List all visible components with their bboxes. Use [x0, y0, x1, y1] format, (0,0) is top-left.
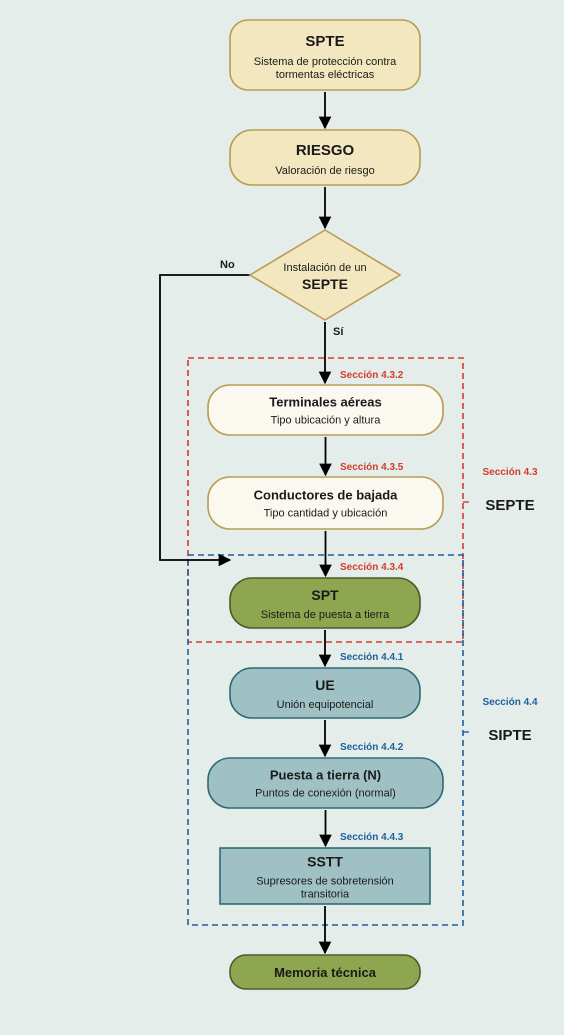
ue-sub-0: Unión equipotencial: [277, 699, 374, 711]
label-sec441: Sección 4.4.1: [340, 652, 404, 663]
label-sec435: Sección 4.3.5: [340, 462, 404, 473]
spte-sub-1: tormentas eléctricas: [276, 69, 375, 81]
label-dec_no: No: [220, 259, 235, 271]
label-sec434: Sección 4.3.4: [340, 562, 404, 573]
group-label-sipte_box: SIPTE: [488, 727, 531, 744]
decision-diamond: [250, 230, 400, 320]
spt-title: SPT: [311, 587, 339, 603]
riesgo-sub-0: Valoración de riesgo: [275, 165, 374, 177]
sstt-sub-0: Supresores de sobretensión: [256, 876, 394, 888]
decision-line1: Instalación de un: [283, 262, 366, 274]
group-section-septe_box: Sección 4.3: [482, 467, 537, 478]
puesta-sub-0: Puntos de conexión (normal): [255, 788, 396, 800]
memoria-title: Memoria técnica: [274, 965, 377, 980]
label-sec443: Sección 4.4.3: [340, 832, 404, 843]
spt-sub-0: Sistema de puesta a tierra: [261, 609, 390, 621]
node-conduct: [208, 477, 443, 529]
sstt-sub-1: transitoria: [301, 889, 350, 901]
label-sec432: Sección 4.3.2: [340, 370, 404, 381]
group-section-sipte_box: Sección 4.4: [482, 697, 537, 708]
node-terminales: [208, 385, 443, 435]
terminales-sub-0: Tipo ubicación y altura: [271, 415, 382, 427]
group-label-septe_box: SEPTE: [485, 497, 534, 514]
flowchart-canvas: Sección 4.3 SEPTE Sección 4.4 SIPTE SPTE Sist…: [0, 0, 564, 1035]
spte-sub-0: Sistema de protección contra: [254, 56, 397, 68]
node-puesta: [208, 758, 443, 808]
spte-title: SPTE: [305, 33, 344, 50]
conduct-sub-0: Tipo cantidad y ubicación: [264, 508, 388, 520]
label-sec442: Sección 4.4.2: [340, 742, 404, 753]
decision-line2: SEPTE: [302, 276, 348, 292]
ue-title: UE: [315, 677, 334, 693]
label-dec_yes: Sí: [333, 326, 344, 338]
conduct-title: Conductores de bajada: [254, 488, 399, 503]
puesta-title: Puesta a tierra (N): [270, 768, 381, 783]
sstt-title: SSTT: [307, 854, 343, 870]
riesgo-title: RIESGO: [296, 142, 355, 159]
terminales-title: Terminales aéreas: [269, 395, 382, 410]
